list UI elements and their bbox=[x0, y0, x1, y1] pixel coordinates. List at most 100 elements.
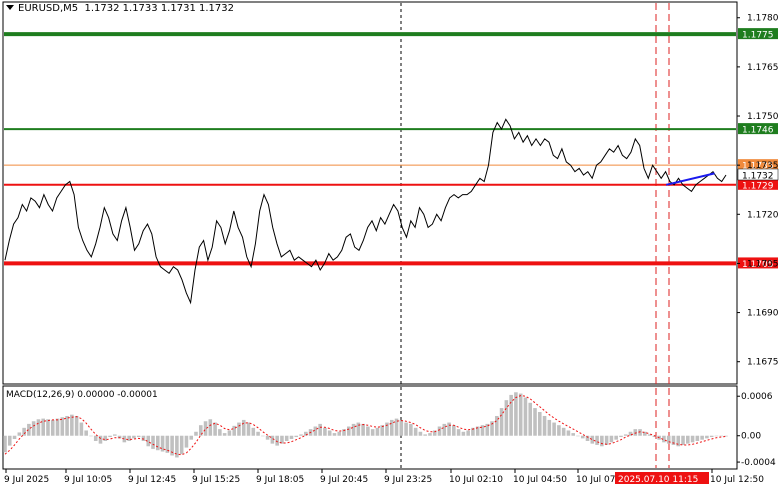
macd-bar bbox=[662, 435, 666, 443]
macd-tick-label-1: 0.00 bbox=[741, 432, 761, 442]
macd-bar bbox=[65, 415, 69, 436]
macd-bar bbox=[284, 435, 289, 441]
y-tick-label-3: 1.1735 bbox=[747, 161, 779, 171]
macd-bar bbox=[409, 423, 413, 436]
macd-bar bbox=[237, 422, 241, 436]
macd-bar bbox=[184, 435, 189, 448]
macd-bar bbox=[714, 435, 719, 437]
macd-bar bbox=[666, 435, 671, 444]
macd-bar bbox=[595, 435, 599, 445]
price-series bbox=[4, 118, 727, 305]
macd-tick-label-2: -0.0004 bbox=[741, 458, 776, 468]
macd-bar bbox=[132, 435, 136, 439]
macd-bar bbox=[136, 435, 141, 438]
macd-bar bbox=[55, 418, 60, 436]
macd-bar bbox=[50, 419, 55, 436]
y-tick-label-4: 1.1720 bbox=[747, 210, 779, 220]
macd-bar bbox=[623, 434, 628, 436]
macd-bar bbox=[561, 427, 566, 436]
macd-bar bbox=[256, 431, 260, 436]
level-label-1: 1.1746 bbox=[742, 126, 774, 136]
macd-bar bbox=[528, 402, 533, 436]
macd-bar bbox=[518, 393, 523, 436]
macd-bar bbox=[122, 435, 127, 443]
macd-bar bbox=[160, 435, 165, 452]
macd-bar bbox=[676, 435, 681, 447]
macd-bar bbox=[404, 422, 408, 436]
macd-bar bbox=[337, 431, 342, 436]
macd-bar bbox=[89, 435, 93, 437]
macd-bar bbox=[495, 415, 499, 436]
level-label-bg-4 bbox=[738, 257, 778, 269]
macd-bar bbox=[370, 429, 375, 436]
x-tick-label-8: 10 Jul 04:50 bbox=[513, 475, 567, 485]
macd-bar bbox=[423, 434, 427, 436]
macd-bar bbox=[690, 435, 695, 443]
macd-bar bbox=[84, 430, 88, 436]
y-tick-label-5: 1.1705 bbox=[747, 259, 779, 269]
macd-bar bbox=[719, 435, 724, 437]
macd-bar bbox=[289, 435, 294, 440]
macd-bar bbox=[117, 435, 122, 439]
macd-bar bbox=[552, 422, 556, 436]
macd-bar bbox=[332, 433, 337, 436]
macd-bar bbox=[413, 427, 418, 436]
x-tick-label-1: 9 Jul 10:05 bbox=[64, 475, 112, 485]
macd-bar bbox=[585, 435, 590, 441]
macd-bar bbox=[7, 435, 12, 446]
macd-bar bbox=[323, 427, 327, 436]
highlighted-time-label: 2025.07.10 11:15 bbox=[618, 475, 698, 485]
chevron-down-icon[interactable] bbox=[6, 5, 14, 10]
macd-bar bbox=[232, 425, 236, 436]
price-axis: 1.1775 1.1746 1.1735 1.1729 1.1705 1.1780 1.17… bbox=[737, 14, 779, 368]
macd-bar bbox=[318, 423, 322, 436]
macd-bar bbox=[571, 433, 575, 436]
macd-bar bbox=[590, 435, 595, 444]
macd-bar bbox=[471, 427, 475, 436]
macd-bar bbox=[251, 427, 256, 436]
chart-title: EURUSD,M5 1.1732 1.1733 1.1731 1.1732 bbox=[6, 3, 234, 14]
blue-trend-line bbox=[666, 172, 715, 186]
macd-bar bbox=[490, 421, 494, 436]
macd-bar bbox=[12, 435, 17, 440]
macd-bar bbox=[432, 430, 437, 436]
macd-bar bbox=[452, 425, 456, 436]
macd-bar bbox=[480, 425, 485, 436]
macd-bar bbox=[208, 419, 213, 436]
macd-bar bbox=[437, 426, 442, 436]
y-tick-label-6: 1.1690 bbox=[747, 309, 779, 319]
macd-bar bbox=[151, 435, 155, 449]
x-tick-label-6: 9 Jul 23:25 bbox=[384, 475, 432, 485]
x-tick-label-2: 9 Jul 12:45 bbox=[128, 475, 176, 485]
x-tick-label-9: 10 Jul 07 bbox=[576, 475, 616, 485]
x-tick-label-4: 9 Jul 18:05 bbox=[256, 475, 304, 485]
macd-bar bbox=[79, 422, 84, 436]
level-label-4: 1.1705 bbox=[742, 260, 774, 270]
macd-bar bbox=[686, 435, 690, 444]
macd-bar bbox=[3, 435, 7, 453]
macd-bar bbox=[146, 435, 151, 447]
price-line bbox=[4, 118, 727, 305]
symbol-label: EURUSD,M5 bbox=[18, 3, 79, 14]
macd-bar bbox=[394, 418, 399, 436]
macd-panel-frame bbox=[2, 385, 738, 470]
macd-bar bbox=[604, 435, 609, 445]
macd-bar bbox=[127, 435, 131, 441]
y-tick-label-2: 1.1750 bbox=[747, 112, 779, 122]
macd-bar bbox=[342, 429, 346, 436]
macd-bar bbox=[41, 418, 45, 436]
macd-bar bbox=[218, 429, 222, 436]
macd-bar bbox=[36, 419, 41, 436]
time-axis: 9 Jul 2025 9 Jul 10:05 9 Jul 12:45 9 Jul 15… bbox=[4, 469, 764, 485]
macd-bar bbox=[241, 419, 246, 436]
macd-bar bbox=[270, 435, 275, 444]
macd-bar bbox=[705, 435, 709, 439]
macd-bar bbox=[399, 419, 404, 436]
macd-bar bbox=[724, 435, 728, 437]
macd-bar bbox=[27, 423, 31, 436]
macd-bar bbox=[304, 431, 308, 436]
level-label-2: 1.1735 bbox=[742, 162, 774, 172]
macd-bar bbox=[580, 435, 585, 439]
macd-bar bbox=[643, 431, 647, 436]
macd-bar bbox=[31, 421, 36, 436]
